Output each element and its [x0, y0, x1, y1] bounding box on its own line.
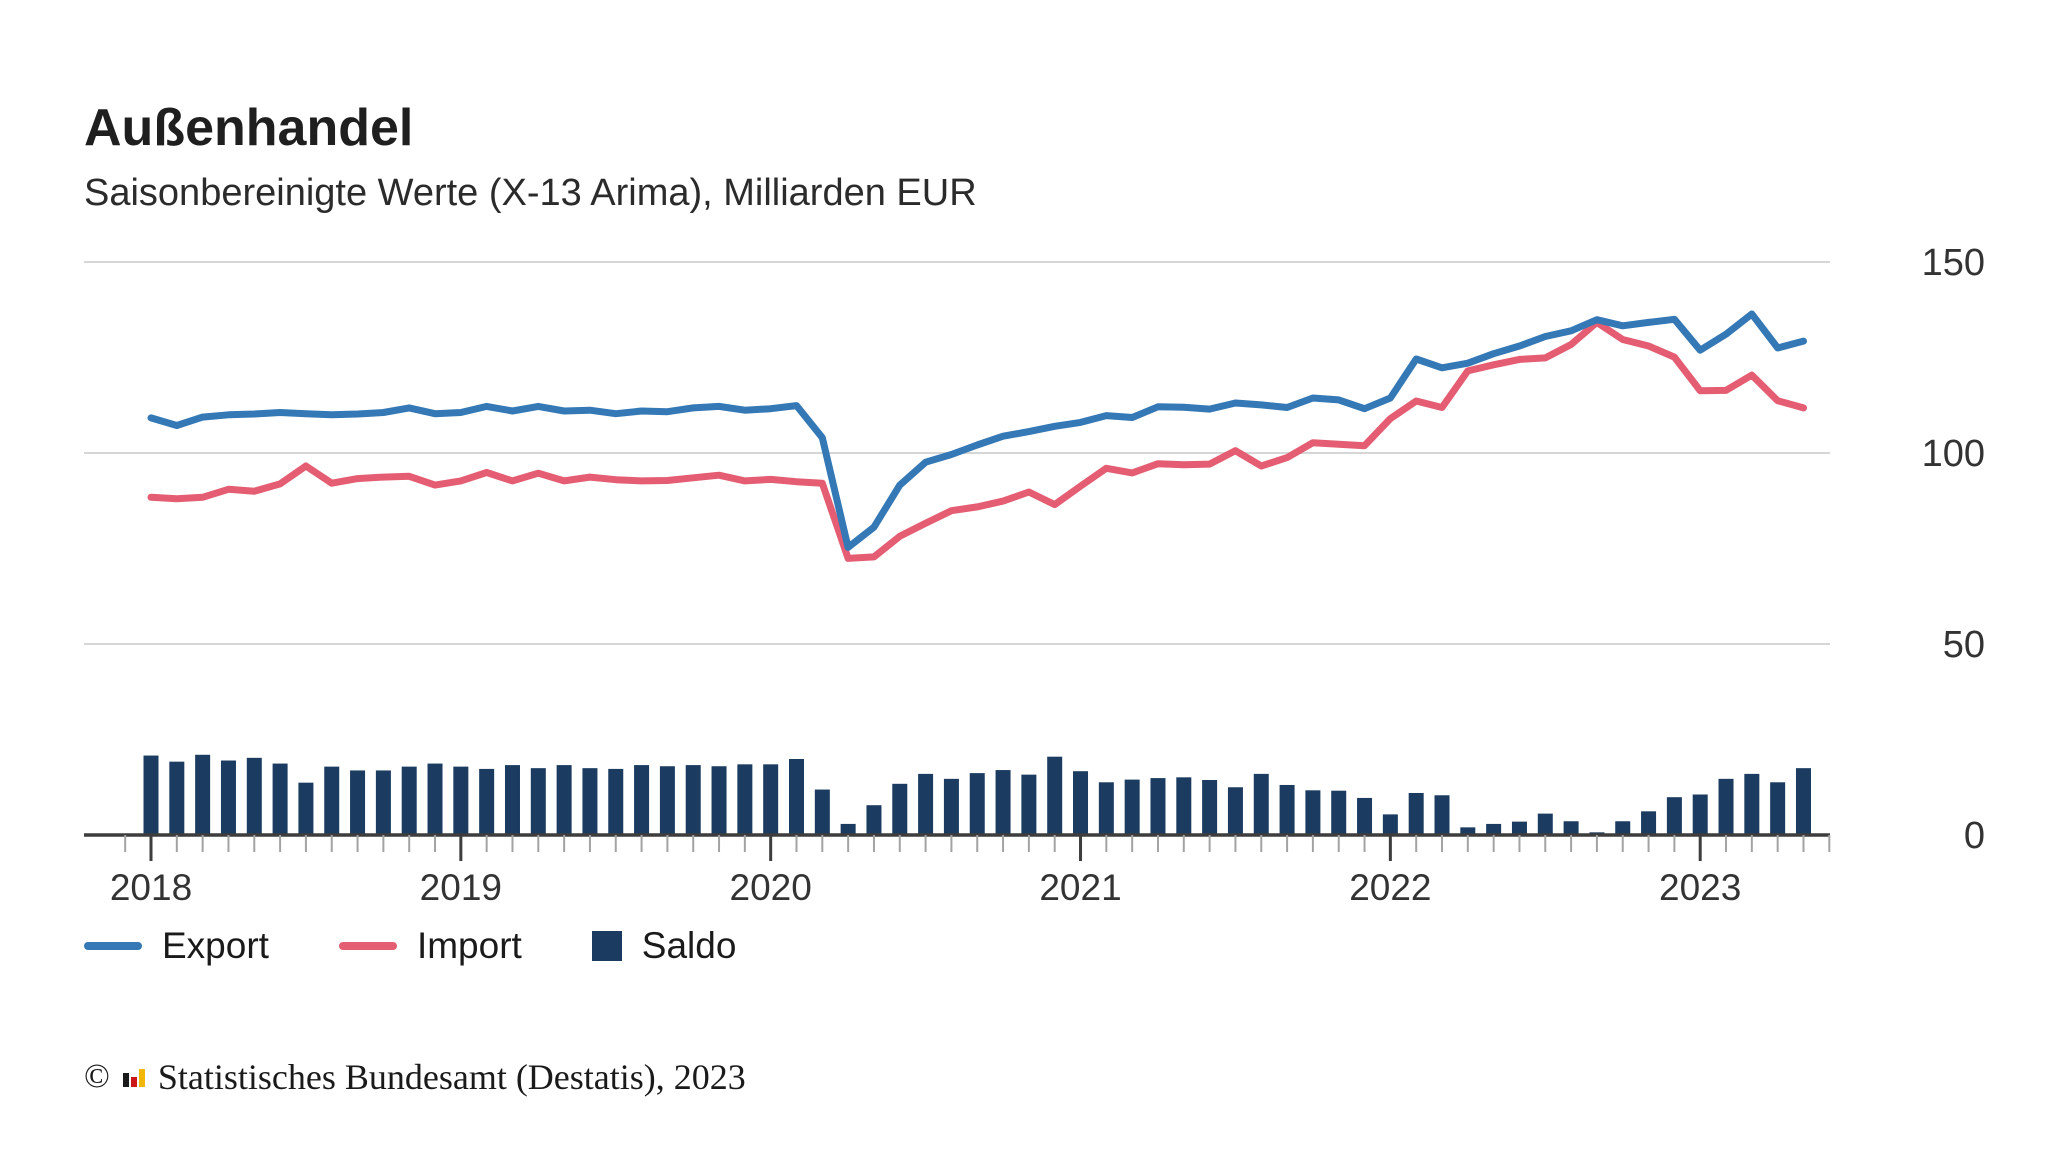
saldo-bar	[530, 768, 546, 835]
import-line-swatch	[338, 942, 397, 950]
chart-header: Außenhandel Saisonbereinigte Werte (X-13…	[84, 99, 977, 217]
saldo-bar	[1408, 792, 1424, 835]
saldo-bar	[479, 768, 495, 835]
y-axis-tick-label: 0	[1964, 815, 1985, 857]
saldo-bar	[427, 763, 443, 835]
saldo-bar	[1047, 756, 1063, 835]
copyright-symbol: ©	[84, 1058, 110, 1095]
saldo-bar	[1692, 794, 1708, 835]
legend-label-import: Import	[416, 925, 522, 966]
x-axis-year-label: 2020	[730, 867, 812, 908]
chart-subtitle: Saisonbereinigte Werte (X-13 Arima), Mil…	[84, 172, 977, 215]
saldo-bar	[298, 782, 314, 835]
saldo-bar	[1666, 797, 1682, 835]
saldo-bar	[1718, 778, 1734, 835]
saldo-bar	[504, 765, 520, 835]
saldo-bar	[1357, 797, 1373, 835]
saldo-bar	[1202, 779, 1218, 835]
legend-label-saldo: Saldo	[641, 925, 737, 966]
saldo-bar	[634, 765, 650, 835]
copyright-note: © Statistisches Bundesamt (Destatis), 20…	[84, 1056, 746, 1098]
saldo-bar	[814, 789, 830, 835]
saldo-bar	[943, 778, 959, 835]
copyright-text: Statistisches Bundesamt (Destatis), 2023	[157, 1057, 746, 1097]
saldo-bar	[1253, 773, 1269, 835]
legend-item-export: Export	[84, 925, 269, 967]
saldo-bar	[1615, 821, 1631, 835]
saldo-bar	[272, 763, 288, 835]
saldo-bar	[763, 764, 779, 835]
saldo-bar	[1021, 774, 1037, 835]
export-line-swatch	[84, 942, 142, 950]
saldo-bar	[995, 770, 1011, 835]
saldo-bar	[1227, 787, 1243, 835]
saldo-square-swatch	[591, 931, 622, 961]
saldo-bar	[1098, 782, 1114, 835]
export-line	[147, 310, 1807, 551]
saldo-bar	[1511, 821, 1527, 835]
x-axis-year-label: 2022	[1349, 867, 1431, 908]
saldo-bar	[1331, 790, 1347, 835]
destatis-logo-icon	[122, 1069, 145, 1087]
saldo-bar	[969, 773, 985, 835]
saldo-bar	[143, 755, 159, 835]
saldo-bar	[453, 766, 469, 835]
import-line	[147, 318, 1807, 562]
saldo-bar	[1176, 777, 1192, 835]
saldo-bar	[711, 766, 727, 835]
saldo-bar	[246, 757, 262, 835]
saldo-bar	[375, 770, 391, 835]
saldo-bar	[1150, 778, 1166, 835]
saldo-bar	[401, 766, 417, 835]
chart-legend: Export Import Saldo	[84, 925, 736, 967]
saldo-bar	[350, 770, 366, 835]
saldo-bar	[1305, 790, 1321, 835]
saldo-bar	[324, 766, 340, 835]
saldo-bar	[1795, 768, 1811, 835]
saldo-bar	[892, 783, 908, 835]
saldo-bar	[1073, 771, 1089, 835]
saldo-bar	[195, 754, 211, 835]
saldo-bar	[1124, 779, 1140, 835]
saldo-bar	[1382, 814, 1398, 835]
saldo-bar	[918, 773, 934, 835]
legend-label-export: Export	[162, 925, 269, 966]
y-axis-tick-label: 50	[1943, 624, 1985, 666]
x-axis-year-label: 2023	[1659, 867, 1741, 908]
saldo-bar	[1486, 823, 1502, 835]
saldo-bar	[1434, 795, 1450, 835]
page-title: Außenhandel	[84, 99, 414, 157]
saldo-bar	[220, 760, 236, 835]
saldo-bar	[1770, 782, 1786, 835]
saldo-bar	[1744, 773, 1760, 835]
saldo-bar	[659, 766, 675, 835]
saldo-bar	[169, 761, 185, 835]
saldo-bar	[1537, 813, 1553, 835]
y-axis-tick-label: 150	[1922, 242, 1985, 284]
saldo-bar	[866, 805, 882, 835]
saldo-bar	[1641, 811, 1657, 835]
saldo-bar	[737, 764, 753, 835]
saldo-bar	[840, 823, 856, 835]
saldo-bar	[1460, 827, 1476, 835]
x-axis-year-label: 2021	[1039, 867, 1121, 908]
y-axis-tick-label: 100	[1922, 433, 1985, 475]
saldo-bar	[608, 768, 624, 835]
x-axis-year-label: 2018	[110, 867, 192, 908]
saldo-bar	[1563, 821, 1579, 835]
legend-item-import: Import	[338, 925, 522, 967]
saldo-bar	[556, 765, 572, 835]
saldo-bar	[685, 765, 701, 835]
saldo-bar	[789, 758, 804, 835]
x-axis-year-label: 2019	[420, 867, 502, 908]
legend-item-saldo: Saldo	[591, 925, 737, 967]
saldo-bar	[582, 768, 598, 835]
saldo-bar	[1279, 784, 1295, 835]
